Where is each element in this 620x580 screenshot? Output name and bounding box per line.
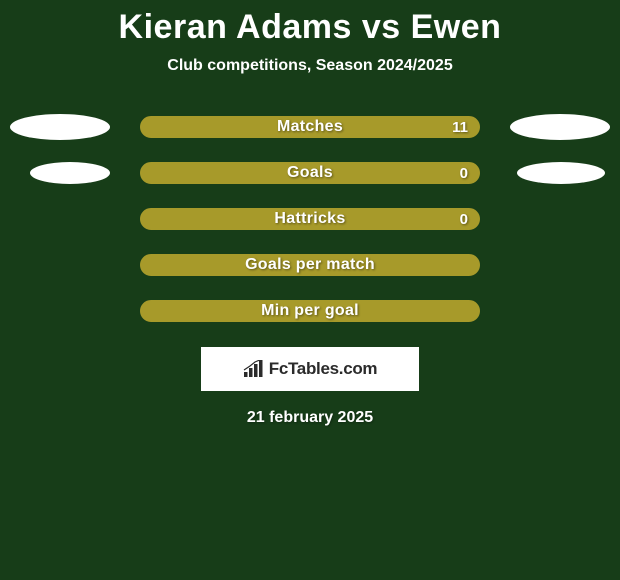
stat-rows: Matches 11 Goals 0 Hattricks 0 Goals per… xyxy=(0,115,620,323)
stat-label: Matches xyxy=(277,118,343,136)
stat-bar: Hattricks 0 xyxy=(139,207,481,231)
left-ellipse xyxy=(10,114,110,140)
stat-row-matches: Matches 11 xyxy=(0,115,620,139)
date-label: 21 february 2025 xyxy=(0,409,620,427)
left-ellipse xyxy=(30,162,110,184)
page-title: Kieran Adams vs Ewen xyxy=(0,8,620,47)
stat-row-hattricks: Hattricks 0 xyxy=(0,207,620,231)
right-ellipse xyxy=(510,114,610,140)
stat-value: 0 xyxy=(460,211,468,228)
stat-bar: Matches 11 xyxy=(139,115,481,139)
stat-value: 11 xyxy=(452,119,468,136)
right-ellipse xyxy=(517,162,605,184)
logo: FcTables.com xyxy=(243,359,378,379)
subtitle: Club competitions, Season 2024/2025 xyxy=(0,57,620,75)
infographic-container: Kieran Adams vs Ewen Club competitions, … xyxy=(0,0,620,427)
logo-text: FcTables.com xyxy=(269,359,378,379)
stat-bar: Goals per match xyxy=(139,253,481,277)
stat-bar: Goals 0 xyxy=(139,161,481,185)
stat-row-goals: Goals 0 xyxy=(0,161,620,185)
stat-label: Goals per match xyxy=(245,256,375,274)
logo-box: FcTables.com xyxy=(201,347,419,391)
stat-row-min-per-goal: Min per goal xyxy=(0,299,620,323)
stat-label: Goals xyxy=(287,164,333,182)
stat-bar: Min per goal xyxy=(139,299,481,323)
stat-label: Hattricks xyxy=(274,210,345,228)
stat-value: 0 xyxy=(460,165,468,182)
bar-chart-icon xyxy=(243,360,265,378)
stat-row-goals-per-match: Goals per match xyxy=(0,253,620,277)
stat-label: Min per goal xyxy=(261,302,359,320)
